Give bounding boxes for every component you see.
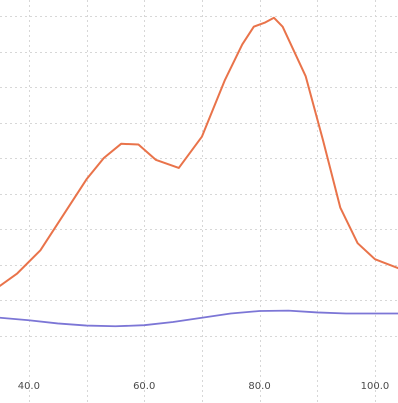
x-tick-label: 60.0: [133, 381, 155, 392]
series-line-2: [0, 309, 398, 328]
x-tick-label: 40.0: [18, 381, 40, 392]
x-tick-label: 100.0: [361, 381, 390, 392]
x-axis-tick-labels: 40.0 60.0 80.0 100.0: [18, 381, 390, 392]
x-tick-label: 80.0: [248, 381, 270, 392]
series-line-1: [0, 16, 398, 287]
series-layer: [0, 16, 398, 328]
